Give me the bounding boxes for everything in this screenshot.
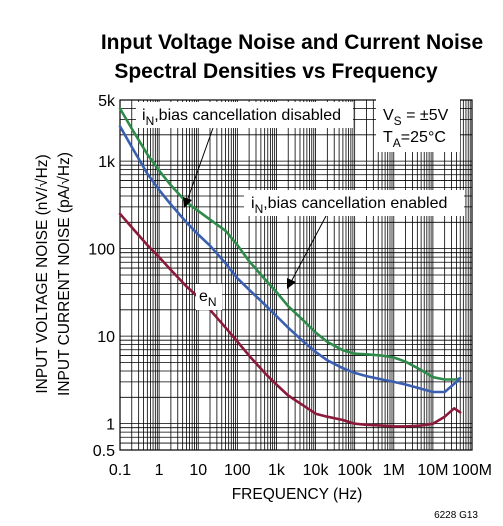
x-tick-label: 100k bbox=[337, 462, 373, 479]
conditions-box bbox=[376, 96, 460, 152]
plot-frame bbox=[119, 99, 473, 451]
y-axis-label-current: INPUT CURRENT NOISE (pA/√Hz) bbox=[56, 152, 73, 396]
x-tick-label: 0.1 bbox=[109, 462, 131, 479]
series-line-1 bbox=[118, 107, 462, 381]
y-tick-label: 0.5 bbox=[93, 443, 115, 460]
y-tick-label: 100 bbox=[88, 242, 115, 259]
series-line-2 bbox=[118, 125, 462, 394]
grid bbox=[119, 99, 473, 451]
x-tick-label: 1k bbox=[268, 462, 286, 479]
annotation-en: eN bbox=[199, 288, 217, 309]
arrow-enabled-line bbox=[290, 215, 327, 283]
y-tick-label: 5k bbox=[98, 93, 116, 110]
enabled-label-box bbox=[244, 190, 464, 216]
annotation-supply-voltage: VS = ±5V bbox=[383, 107, 449, 128]
x-tick-label: 10k bbox=[303, 462, 330, 479]
x-tick-label: 10M bbox=[417, 462, 448, 479]
arrow-enabled-head bbox=[287, 278, 296, 289]
x-axis-label: FREQUENCY (Hz) bbox=[232, 486, 363, 503]
x-tick-label: 1 bbox=[155, 462, 164, 479]
y-tick-label: 10 bbox=[97, 329, 115, 346]
disabled-label-box bbox=[136, 102, 353, 128]
x-tick-label: 100M bbox=[452, 462, 492, 479]
annotation-bias-disabled: iN,bias cancellation disabled bbox=[142, 107, 341, 128]
arrow-disabled-line bbox=[186, 127, 214, 202]
chart-title-line-2: Spectral Densities vs Frequency bbox=[114, 60, 438, 83]
tick-labels: 0.1 1 10 100 1k 10k 100k 1M 10M 100M 5k 1k 100 10 1 0.5 bbox=[88, 93, 492, 479]
annotation-temperature: TA=25°C bbox=[383, 129, 446, 150]
annotation-bias-enabled: iN,bias cancellation enabled bbox=[251, 195, 447, 216]
y-axis-label-voltage: INPUT VOLTAGE NOISE (nV/√Hz) bbox=[34, 154, 51, 393]
arrow-disabled-head bbox=[183, 197, 192, 208]
x-tick-label: 10 bbox=[189, 462, 207, 479]
figure-id: 6228 G13 bbox=[434, 510, 478, 521]
chart-title-line-1: Input Voltage Noise and Current Noise bbox=[101, 31, 483, 54]
series-line-3 bbox=[118, 212, 462, 428]
x-tick-label: 1M bbox=[383, 462, 405, 479]
en-label-box bbox=[196, 284, 222, 310]
y-tick-label: 1 bbox=[106, 417, 115, 434]
y-tick-label: 1k bbox=[98, 154, 116, 171]
series-layer bbox=[118, 107, 462, 428]
annotations: iN,bias cancellation disabled VS = ±5V T… bbox=[136, 96, 464, 310]
x-tick-label: 100 bbox=[224, 462, 251, 479]
